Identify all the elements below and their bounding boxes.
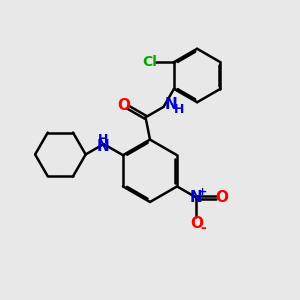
Text: +: + (198, 187, 208, 196)
Text: O: O (118, 98, 130, 113)
Text: H: H (98, 133, 108, 146)
Text: N: N (190, 190, 203, 205)
Text: N: N (165, 97, 177, 112)
Text: Cl: Cl (142, 55, 157, 69)
Text: N: N (97, 139, 110, 154)
Text: -: - (200, 221, 206, 235)
Text: O: O (190, 216, 203, 231)
Text: H: H (174, 103, 184, 116)
Text: O: O (216, 190, 229, 205)
